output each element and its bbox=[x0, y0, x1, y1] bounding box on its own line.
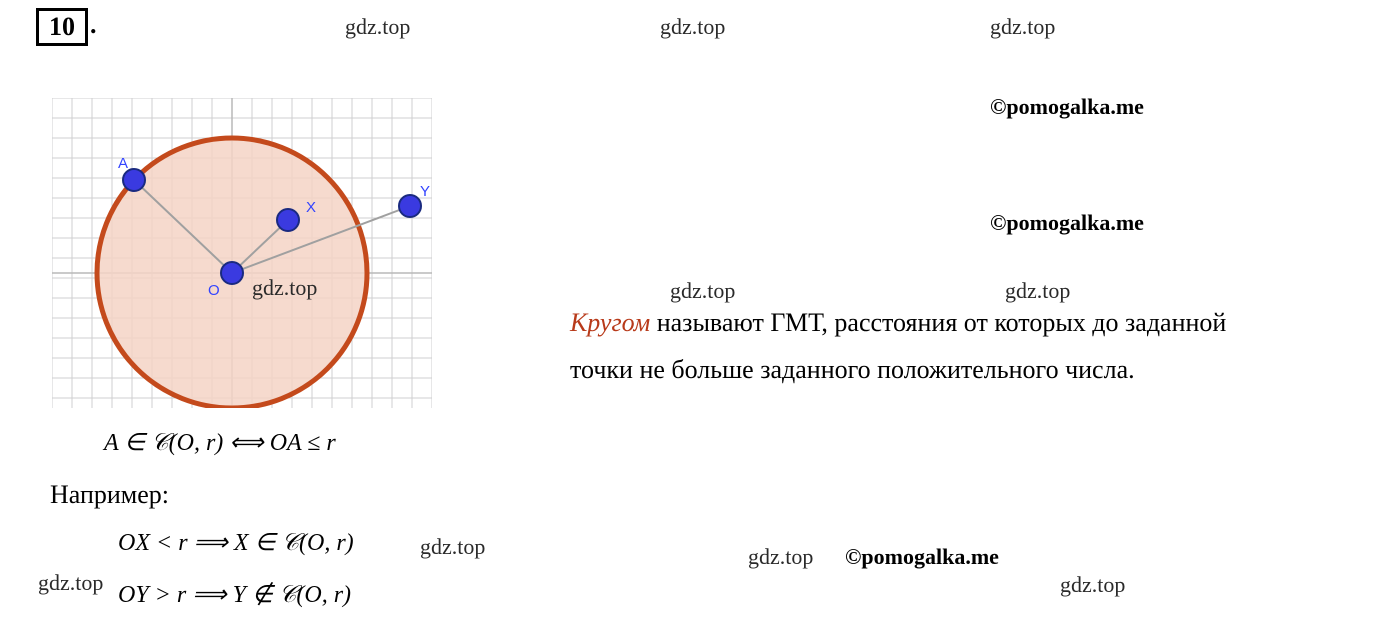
watermark-gdz: gdz.top bbox=[1060, 572, 1125, 598]
watermark-gdz: gdz.top bbox=[660, 14, 725, 40]
watermark-pomogalka: ©pomogalka.me bbox=[990, 94, 1144, 120]
formula-ex2: OY > r ⟹ Y ∉ 𝒞(O, r) bbox=[118, 580, 351, 609]
problem-number-dot: . bbox=[90, 10, 97, 40]
svg-text:Y: Y bbox=[420, 183, 430, 200]
watermark-gdz: gdz.top bbox=[990, 14, 1055, 40]
svg-text:X: X bbox=[306, 199, 316, 216]
watermark-gdz: gdz.top bbox=[252, 275, 317, 301]
watermark-pomogalka: ©pomogalka.me bbox=[990, 210, 1144, 236]
svg-text:A: A bbox=[118, 155, 128, 172]
watermark-gdz: gdz.top bbox=[38, 570, 103, 596]
watermark-gdz: gdz.top bbox=[345, 14, 410, 40]
definition-body: называют ГМТ, расстояния от которых до з… bbox=[570, 308, 1226, 384]
watermark-pomogalka: ©pomogalka.me bbox=[845, 544, 999, 570]
watermark-gdz: gdz.top bbox=[748, 544, 813, 570]
definition-text: Кругом называют ГМТ, расстояния от котор… bbox=[570, 300, 1280, 394]
formula-main: A ∈ 𝒞(O, r) ⟺ OA ≤ r bbox=[104, 428, 336, 457]
problem-number: 10 bbox=[49, 12, 75, 41]
problem-number-box: 10 bbox=[36, 8, 88, 46]
svg-text:O: O bbox=[208, 282, 220, 299]
definition-term: Кругом bbox=[570, 308, 650, 337]
example-label: Например: bbox=[50, 472, 169, 519]
formula-ex1: OX < r ⟹ X ∈ 𝒞(O, r) bbox=[118, 528, 354, 557]
geometry-diagram: O A X Y bbox=[52, 98, 432, 408]
watermark-gdz: gdz.top bbox=[420, 534, 485, 560]
